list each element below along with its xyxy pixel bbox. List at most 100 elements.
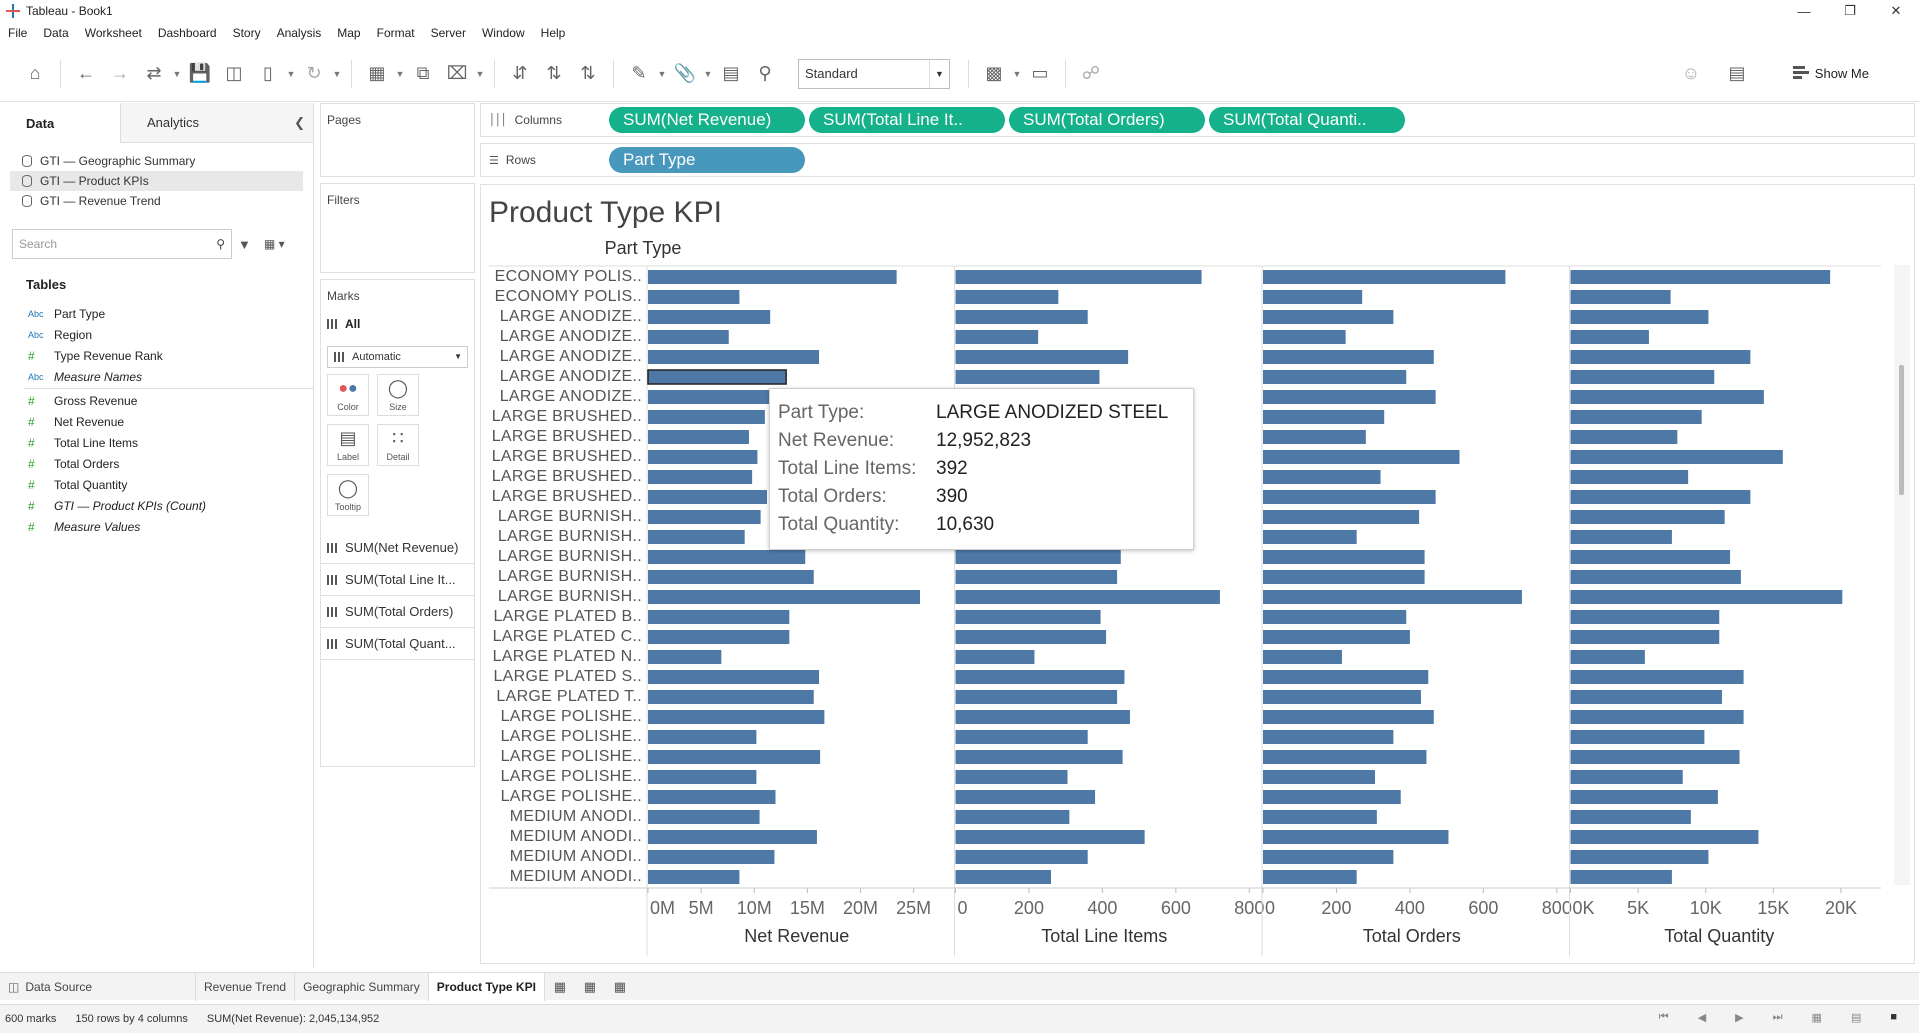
bar-mark[interactable] xyxy=(1570,570,1741,584)
bar-mark[interactable] xyxy=(1263,630,1410,644)
show-cards-dropdown-icon[interactable]: ▼ xyxy=(1012,68,1022,79)
bar-mark[interactable] xyxy=(1570,830,1759,844)
bar-mark[interactable] xyxy=(955,270,1202,284)
field-item[interactable]: # GTI — Product KPIs (Count) xyxy=(0,495,314,516)
clear-sheet-icon[interactable]: ⌧ xyxy=(446,63,468,83)
bar-mark[interactable] xyxy=(1263,470,1381,484)
bar-mark[interactable] xyxy=(648,410,765,424)
minimize-icon[interactable]: — xyxy=(1797,3,1811,19)
bar-mark[interactable] xyxy=(648,450,758,464)
redo-icon[interactable]: ⇄ xyxy=(146,63,162,83)
prev-sheet-icon[interactable]: ◀ xyxy=(1697,1012,1707,1024)
sheet-tab[interactable]: Revenue Trend xyxy=(196,972,296,1001)
bar-mark[interactable] xyxy=(648,670,820,684)
bar-mark[interactable] xyxy=(1263,350,1434,364)
bar-mark[interactable] xyxy=(1263,390,1436,404)
bar-mark[interactable] xyxy=(1263,690,1421,704)
bar-mark[interactable] xyxy=(955,590,1220,604)
bar-mark[interactable] xyxy=(648,290,740,304)
field-item[interactable]: # Total Line Items xyxy=(0,432,314,453)
column-pill[interactable]: SUM(Total Line It.. xyxy=(809,107,1005,133)
show-filmstrip-icon[interactable]: ▤ xyxy=(1850,1012,1862,1024)
bar-mark[interactable] xyxy=(955,550,1121,564)
data-source-item[interactable]: GTI — Product KPIs xyxy=(10,171,303,191)
bar-mark[interactable] xyxy=(647,369,787,385)
data-source-dropdown-icon[interactable]: ▼ xyxy=(286,68,296,79)
bar-mark[interactable] xyxy=(1263,310,1394,324)
field-item[interactable]: # Net Revenue xyxy=(0,411,314,432)
menu-data[interactable]: Data xyxy=(43,26,69,40)
bar-mark[interactable] xyxy=(648,550,806,564)
bar-mark[interactable] xyxy=(1263,810,1377,824)
bar-mark[interactable] xyxy=(1570,630,1720,644)
scrollbar-thumb[interactable] xyxy=(1899,365,1904,495)
new-story-tab-icon[interactable]: ▦ xyxy=(613,978,627,994)
last-sheet-icon[interactable]: ⏭ xyxy=(1772,1011,1783,1023)
bar-mark[interactable] xyxy=(648,790,776,804)
bar-mark[interactable] xyxy=(955,330,1039,344)
bar-mark[interactable] xyxy=(1570,590,1843,604)
bar-mark[interactable] xyxy=(648,270,897,284)
marks-all-tab[interactable]: All xyxy=(321,312,474,336)
bar-mark[interactable] xyxy=(955,370,1100,384)
search-input[interactable]: Search ⚲ xyxy=(12,229,232,259)
filters-card[interactable]: Filters xyxy=(320,183,475,273)
field-item[interactable]: # Gross Revenue xyxy=(0,390,314,411)
row-pill[interactable]: Part Type xyxy=(609,147,805,173)
menu-dashboard[interactable]: Dashboard xyxy=(157,26,217,40)
show-me-button[interactable]: Show Me xyxy=(1792,58,1869,88)
bar-mark[interactable] xyxy=(955,690,1118,704)
field-item[interactable]: # Type Revenue Rank xyxy=(0,345,314,366)
next-sheet-icon[interactable]: ▶ xyxy=(1735,1012,1744,1024)
menu-server[interactable]: Server xyxy=(430,26,466,40)
new-data-source-icon[interactable]: ◫ xyxy=(225,63,243,83)
column-pill[interactable]: SUM(Total Orders) xyxy=(1009,107,1205,133)
bar-mark[interactable] xyxy=(648,610,790,624)
bar-mark[interactable] xyxy=(648,850,775,864)
first-sheet-icon[interactable]: ⏮ xyxy=(1658,1011,1669,1023)
bar-mark[interactable] xyxy=(1570,490,1751,504)
new-dashboard-tab-icon[interactable]: ▦ xyxy=(583,978,597,994)
forward-icon[interactable]: → xyxy=(111,63,129,83)
back-icon[interactable]: ← xyxy=(77,63,95,83)
sheet-tab[interactable]: Product Type KPI xyxy=(428,972,545,1001)
bar-mark[interactable] xyxy=(648,390,777,404)
bar-mark[interactable] xyxy=(1570,430,1678,444)
bar-mark[interactable] xyxy=(1570,530,1672,544)
bar-mark[interactable] xyxy=(1570,450,1783,464)
bar-mark[interactable] xyxy=(648,470,753,484)
fit-select[interactable]: Standard ▼ xyxy=(798,58,950,89)
bar-mark[interactable] xyxy=(648,710,825,724)
bar-mark[interactable] xyxy=(955,870,1051,884)
show-tabs-icon[interactable]: ■ xyxy=(1890,1011,1897,1023)
highlight-icon[interactable]: ✎ xyxy=(631,63,647,83)
bar-mark[interactable] xyxy=(1263,430,1366,444)
bar-mark[interactable] xyxy=(1570,690,1722,704)
bar-mark[interactable] xyxy=(1570,510,1725,524)
bar-mark[interactable] xyxy=(955,810,1070,824)
bar-mark[interactable] xyxy=(648,750,821,764)
bar-mark[interactable] xyxy=(1570,390,1764,404)
clear-sheet-dropdown-icon[interactable]: ▼ xyxy=(475,68,485,79)
bar-mark[interactable] xyxy=(1263,750,1427,764)
ask-data-icon[interactable]: ☺ xyxy=(1681,63,1701,83)
view-options-icon[interactable]: ▦ ▾ xyxy=(264,237,285,251)
bar-mark[interactable] xyxy=(955,850,1088,864)
bar-mark[interactable] xyxy=(1263,730,1394,744)
mark-measure-shelf[interactable]: SUM(Total Line It... xyxy=(321,564,474,596)
field-item[interactable]: # Total Orders xyxy=(0,453,314,474)
bar-mark[interactable] xyxy=(955,750,1123,764)
share-icon[interactable]: ☍ xyxy=(1081,63,1101,83)
filter-icon[interactable]: ▼ xyxy=(238,237,251,252)
bar-mark[interactable] xyxy=(1570,610,1720,624)
bar-mark[interactable] xyxy=(648,330,729,344)
menu-story[interactable]: Story xyxy=(232,26,261,40)
bar-mark[interactable] xyxy=(1570,470,1689,484)
menu-window[interactable]: Window xyxy=(481,26,525,40)
bar-mark[interactable] xyxy=(1570,770,1683,784)
bar-mark[interactable] xyxy=(955,570,1118,584)
bar-mark[interactable] xyxy=(955,650,1035,664)
bar-mark[interactable] xyxy=(1570,710,1744,724)
format-painter-icon[interactable]: ▤ xyxy=(1728,63,1746,83)
new-worksheet-icon[interactable]: ▦ xyxy=(368,63,386,83)
